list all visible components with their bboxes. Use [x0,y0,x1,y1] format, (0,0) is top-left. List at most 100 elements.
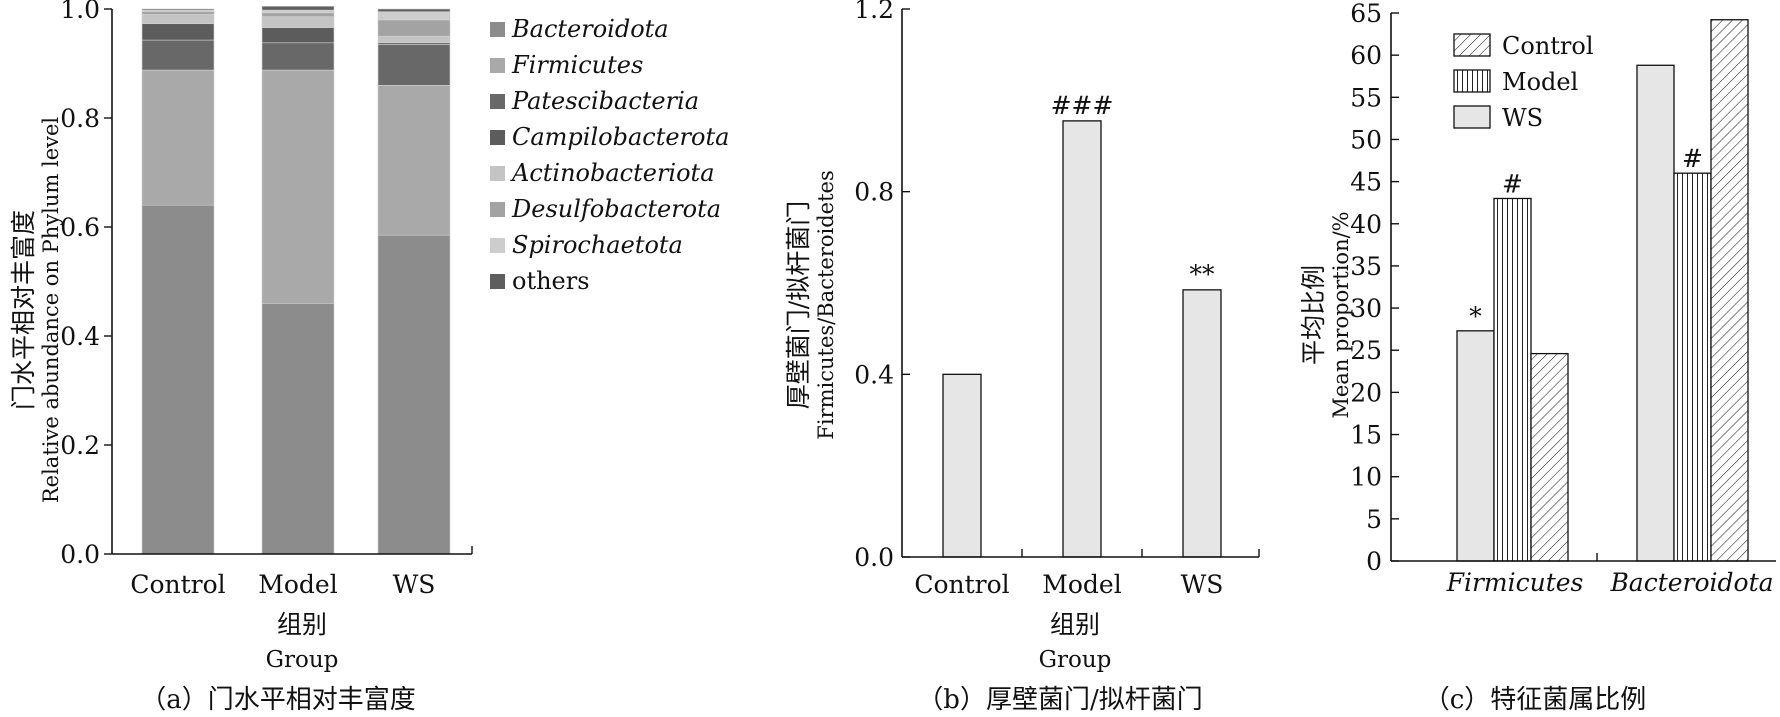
panel-b-xlabel-cn: 组别 [1050,610,1100,639]
panel-c-ytick-label: 55 [1350,83,1382,112]
panel-a-legend-swatch [490,58,505,73]
panel-a-legend-swatch [490,166,505,181]
panel-a-y-ticks: 0.0 0.2 0.4 0.6 0.8 1.0 [60,0,112,569]
panel-b-x-ticks: Control Model WS [914,570,1223,599]
panel-b-ytick-label: 0.0 [854,543,894,572]
panel-a-legend-label: Campilobacterota [512,123,729,151]
panel-c-ylabel: 平均比例 Mean proportion/% [1299,211,1353,418]
panel-a-bar-segment [141,23,215,41]
panel-a-bar-segment [377,85,451,236]
panel-b-ytick-label: 0.4 [854,360,894,389]
panel-c-bar [1530,352,1569,562]
panel-a-bar-segment [141,39,215,71]
panel-b-bar [1182,289,1222,558]
panel-a-ytick-label: 0.8 [60,104,100,133]
panel-a-x-ticks: Control Model WS [130,570,435,599]
panel-a-xlabel-cn: 组别 [277,610,327,639]
panel-c-legend-swatch [1453,105,1491,129]
panel-a-ylabel-cn: 门水平相对丰富度 [9,210,38,410]
panel-a-legend-swatch [490,202,505,217]
panel-a-legend-label: Firmicutes [511,51,643,79]
panel-c-ytick-label: 10 [1350,463,1382,492]
panel-a-legend-label: Desulfobacterota [511,195,721,223]
panel-c-legend-label: Model [1502,68,1578,96]
panel-a-xtick-label: Control [130,570,225,599]
panel-a-legend-label: Bacteroidota [511,15,669,43]
panel-a-xtick-label: Model [258,570,337,599]
panel-a-bar-segment [141,14,215,25]
panel-b-ylabel: 厚壁菌门/拟杆菌门 Firmicutes/Bacteroidetes [784,170,838,439]
panel-a-bar-segment [377,44,451,86]
panel-a-bar-segment [377,8,451,13]
panel-a-ytick-label: 0.6 [60,213,100,242]
panel-a-bar-segment [261,27,335,44]
panel-c-significance-label: # [1682,144,1703,173]
panel-c-legend-label: WS [1502,104,1543,132]
panel-a-bar-segment [261,12,335,17]
panel-c-ytick-label: 60 [1350,41,1382,70]
panel-b-bars: ### ** [942,91,1222,558]
panel-b-xtick-label: Control [914,570,1009,599]
panel-a-bar-segment [377,234,451,555]
panel-c-legend-label: Control [1502,32,1594,60]
panel-c-bar [1636,64,1675,562]
panel-c-ytick-label: 65 [1350,0,1382,28]
panel-c-ytick-label: 0 [1366,547,1382,576]
panel-c-ytick-label: 25 [1350,336,1382,365]
panel-a-xtick-label: WS [393,570,436,599]
panel-c-ytick-label: 15 [1350,421,1382,450]
panel-a-legend-label: Patescibacteria [511,87,699,115]
panel-b-xtick-label: WS [1181,570,1224,599]
panel-c-bar [1710,19,1749,562]
panel-c-bar [1456,330,1495,562]
panel-a-ytick-label: 1.0 [60,0,100,24]
panel-b-axes [901,9,1260,558]
panel-b-caption: （b）厚壁菌门/拟杆菌门 [917,685,1202,715]
panel-b-significance-label: ** [1190,260,1216,289]
panel-a-bar-segment [141,69,215,206]
panel-a-bar-segment [261,42,335,71]
panel-b-y-ticks: 0.0 0.4 0.8 1.2 [854,0,910,572]
panel-a-legend-label: Actinobacteriota [510,159,715,187]
panel-a-bar-segment [377,19,451,37]
panel-c-ytick-label: 45 [1350,168,1382,197]
panel-c-axes [1390,13,1776,562]
panel-c-ytick-label: 5 [1366,505,1382,534]
panel-a-xlabel-en: Group [266,647,339,673]
panel-c-bar [1673,172,1712,562]
panel-a-caption: （a）门水平相对丰富度 [140,685,416,715]
panel-c-y-ticks: 0 5 10 15 20 25 30 35 40 45 50 55 60 65 [1350,0,1399,576]
panel-c-ylabel-cn: 平均比例 [1299,265,1328,365]
panel-c-caption: （c）特征菌属比例 [1424,685,1647,715]
panel-c-legend-swatch [1453,33,1491,57]
panel-a-bar-segment [141,11,215,15]
panel-a-bar-segment [141,204,215,555]
panel-a-legend-swatch [490,94,505,109]
panel-c-ytick-label: 50 [1350,125,1382,154]
panel-b-ylabel-cn: 厚壁菌门/拟杆菌门 [784,201,813,409]
panel-c-ytick-label: 30 [1350,294,1382,323]
panel-a-bar-segment [261,69,335,304]
panel-c-xtick-label: Firmicutes [1446,568,1584,597]
panel-a-legend-label: others [512,267,590,295]
panel-a-legend-swatch [490,238,505,253]
panel-a-ytick-label: 0.4 [60,322,100,351]
panel-a-bar-segment [377,11,451,21]
panel-b-bar [942,373,982,558]
panel-c-xtick-label: Bacteroidota [1609,568,1773,597]
panel-a-legend-swatch [490,274,505,289]
panel-a-bar-segment [261,302,335,555]
panel-c-bars: * # # [1456,19,1749,562]
panel-a-stacked-bar-chart: 门水平相对丰富度 Relative abundance on Phylum le… [9,0,729,715]
panel-c-ytick-label: 35 [1350,252,1382,281]
panel-a-legend-label: Spirochaetota [512,231,683,259]
panel-c-ylabel-en: Mean proportion/% [1329,211,1353,418]
panel-c-legend-swatch [1453,69,1491,93]
panel-a-bar-segment [261,9,335,14]
panel-c-ytick-label: 20 [1350,378,1382,407]
panel-b-significance-label: ### [1051,91,1114,120]
panel-b-bar-chart: 厚壁菌门/拟杆菌门 Firmicutes/Bacteroidetes 0.0 0.… [784,0,1260,715]
panel-a-bar-segment [377,35,451,44]
panel-a-legend: Bacteroidota Firmicutes Patescibacteria Cam… [490,15,729,295]
